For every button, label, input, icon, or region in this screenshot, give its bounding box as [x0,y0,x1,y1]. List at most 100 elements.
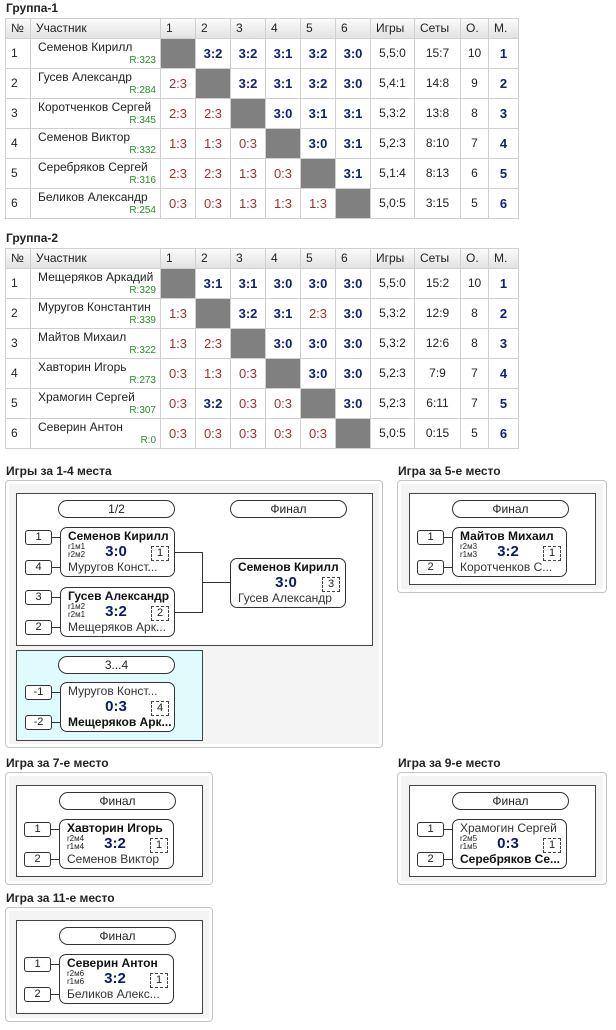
connector [52,722,60,723]
player-name: Семенов Кирилл [38,40,133,54]
match [230,558,346,608]
table-header: 5 [300,18,336,39]
match-number: 1 [150,973,168,988]
round-label: 1/2 [58,500,175,518]
bottom-player: Серебряков Се... [460,852,561,866]
seed: 1 [25,530,52,545]
player-name: Беликов Александр [38,190,148,204]
player-name: Мещеряков Аркадий [38,270,154,284]
player-name: Коротченков Сергей [38,100,152,114]
loss-score: 1:3 [160,128,196,159]
games-cell: 5,5:0 [370,268,415,299]
sets-cell: 7:9 [414,358,461,389]
player-name: Семенов Виктор [38,130,131,144]
win-score: 3:0 [265,98,301,129]
points-cell: 8 [460,298,489,329]
points-cell: 7 [460,128,489,159]
row-num: 2 [5,68,31,99]
table-header: Участник [30,248,161,269]
games-cell: 5,3:2 [370,328,415,359]
loss-score: 1:3 [230,158,266,189]
rating: R:316 [129,175,156,186]
place-cell: 6 [488,418,519,449]
score: 3:2 [104,835,126,852]
diagonal-cell [195,68,231,99]
connector [174,612,202,613]
win-score: 3:0 [335,298,371,329]
table-header: 3 [230,18,266,39]
loss-score: 0:3 [160,418,196,449]
row-num: 4 [5,128,31,159]
round-label: 3...4 [58,656,175,674]
row-num: 3 [5,328,31,359]
player-name: Северин Антон [38,420,123,434]
diagonal-cell [160,268,196,299]
match-number: 1 [150,838,168,853]
rating: R:345 [129,115,156,126]
win-score: 3:0 [300,128,336,159]
rating: R:329 [129,285,156,296]
loss-score: 1:3 [300,188,336,219]
place-cell: 2 [488,68,519,99]
rating: R:323 [129,55,156,66]
loss-score: 2:3 [160,158,196,189]
diagonal-cell [335,418,371,449]
seed: -1 [25,685,52,700]
place-cell: 1 [488,38,519,69]
table-header: М. [488,18,519,39]
match-number: 2 [151,606,169,621]
score: 0:3 [105,698,127,715]
table-header: О. [460,248,489,269]
place-cell: 3 [488,98,519,129]
ref: r1м4 [67,842,85,851]
win-score: 3:2 [300,38,336,69]
connector [174,552,202,553]
round-label: Финал [230,500,347,518]
panel-title: Игры за 1-4 места [6,464,112,478]
connector [51,829,59,830]
rating: R:254 [129,205,156,216]
win-score: 3:1 [265,298,301,329]
rating: R:322 [129,345,156,356]
games-cell: 5,3:2 [370,298,415,329]
table-header: 4 [265,18,301,39]
sets-cell: 14:8 [414,68,461,99]
match-number: 3 [322,577,340,592]
points-cell: 8 [460,328,489,359]
table-header: 5 [300,248,336,269]
loss-score: 0:3 [230,388,266,419]
table-header: Игры [370,18,415,39]
seed: 3 [25,590,52,605]
win-score: 3:0 [335,68,371,99]
win-score: 3:0 [300,328,336,359]
connector [51,859,59,860]
table-header: Сеты [414,248,461,269]
seed: 1 [417,822,444,837]
connector [52,692,60,693]
diagonal-cell [160,38,196,69]
win-score: 3:0 [265,328,301,359]
panel-title: Игра за 11-е место [6,891,115,905]
place-cell: 4 [488,358,519,389]
ref: r2м5 [460,834,478,843]
group-title: Группа-2 [6,231,59,245]
match-number: 1 [151,546,169,561]
win-score: 3:1 [335,158,371,189]
loss-score: 0:3 [230,418,266,449]
score: 3:2 [105,603,127,620]
player-name: Серебряков Сергей [38,160,148,174]
loss-score: 0:3 [265,418,301,449]
score: 3:2 [497,543,519,560]
top-player: Семенов Кирилл [238,560,339,574]
loss-score: 2:3 [195,98,231,129]
row-num: 1 [5,268,31,299]
connector [51,964,59,965]
points-cell: 10 [460,268,489,299]
points-cell: 7 [460,358,489,389]
win-score: 3:1 [265,68,301,99]
place-cell: 3 [488,328,519,359]
place-cell: 5 [488,158,519,189]
row-num: 3 [5,98,31,129]
bottom-player: Мещеряков Арк... [68,620,166,634]
table-header: 1 [160,18,196,39]
